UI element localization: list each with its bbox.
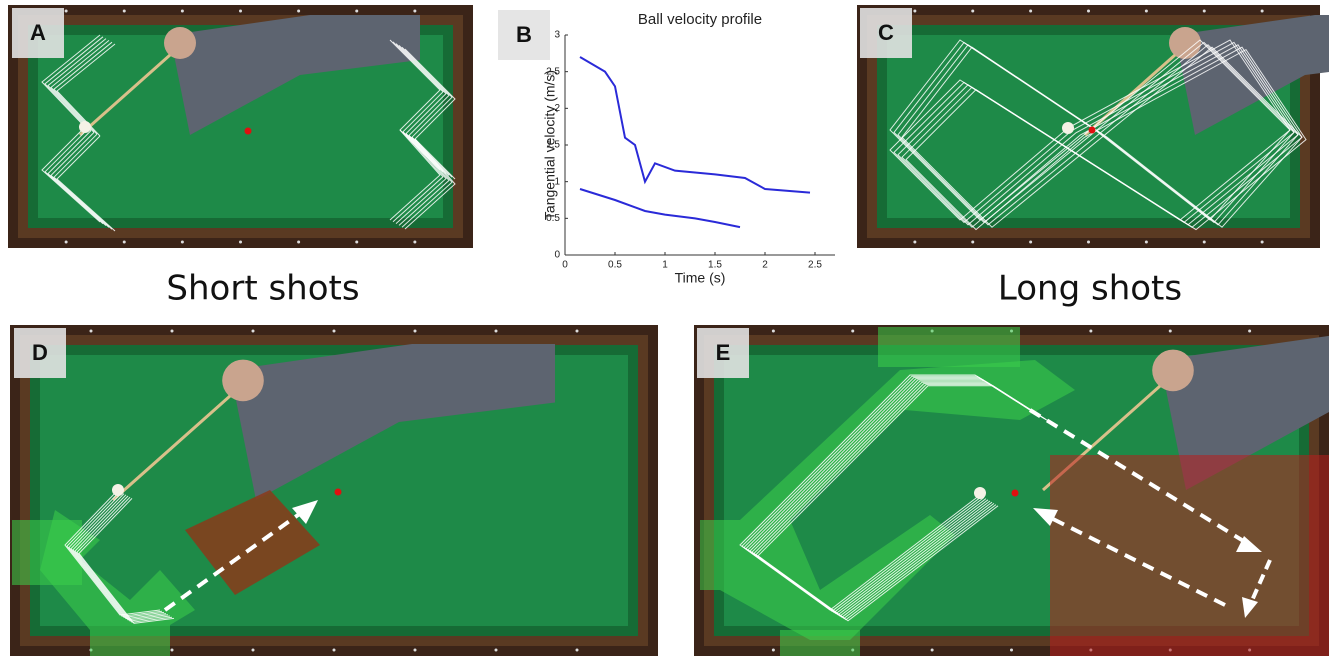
diamond [413,241,416,244]
diamond [333,330,336,333]
diamond [1145,10,1148,13]
diamond [90,330,93,333]
diamond [1010,649,1013,652]
diamond [1203,241,1206,244]
diamond [1029,241,1032,244]
diamond [252,649,255,652]
diamond [297,10,300,13]
velocity-curve [580,57,810,193]
cue-ball [1062,122,1074,134]
diamond [1169,330,1172,333]
zone-red [1050,455,1329,656]
diamond [297,241,300,244]
diamond [171,330,174,333]
diamond [65,241,68,244]
diamond [181,10,184,13]
diamond [971,10,974,13]
diamond [1145,241,1148,244]
diamond [931,649,934,652]
diamond [851,330,854,333]
target-dot [1089,127,1096,134]
diamond [65,10,68,13]
x-tick-label: 2 [762,260,768,271]
diamond [414,649,417,652]
cue-ball [974,487,986,499]
diamond [333,649,336,652]
y-tick-label: 0 [554,250,560,261]
diamond [171,649,174,652]
diamond [495,330,498,333]
diamond [1261,10,1264,13]
diamond [1248,330,1251,333]
panel-label: A [30,20,46,45]
player-head [222,360,264,402]
diamond [1029,10,1032,13]
target-dot [1012,490,1019,497]
diamond [414,330,417,333]
diamond [913,241,916,244]
panel-label: D [32,340,48,365]
diamond [576,649,579,652]
x-tick-label: 1 [662,260,668,271]
diamond [495,649,498,652]
diamond [576,330,579,333]
diamond [1203,10,1206,13]
player-head [1152,350,1194,392]
caption: Short shots [166,269,359,309]
diamond [355,10,358,13]
cue-ball [79,121,91,133]
diamond [1089,330,1092,333]
panel-label: C [878,20,894,45]
caption: Long shots [998,269,1182,309]
diamond [123,241,126,244]
diamond [1087,241,1090,244]
target-dot [245,128,252,135]
diamond [1261,241,1264,244]
y-axis-label: Tangential velocity (m/s) [542,70,558,220]
diamond [239,241,242,244]
diamond [772,330,775,333]
chart-title: Ball velocity profile [638,11,762,28]
diamond [239,10,242,13]
zone-green [780,630,860,656]
target-dot [335,489,342,496]
diamond [252,330,255,333]
x-axis-label: Time (s) [675,270,726,286]
y-tick-label: 3 [554,30,560,41]
diamond [772,649,775,652]
figure: Short shots Long shots A B C D E Ball velocit… [0,0,1329,656]
velocity-curve [580,189,740,227]
diamond [1087,10,1090,13]
zone-green [878,327,1020,367]
cue-ball [112,484,124,496]
diamond [355,241,358,244]
diamond [413,10,416,13]
diamond [181,241,184,244]
diamond [123,10,126,13]
panel-label: B [516,22,532,47]
x-tick-label: 0.5 [608,260,622,271]
x-tick-label: 2.5 [808,260,822,271]
x-tick-label: 0 [562,260,568,271]
diamond [971,241,974,244]
panel-label: E [716,340,731,365]
diamond [913,10,916,13]
